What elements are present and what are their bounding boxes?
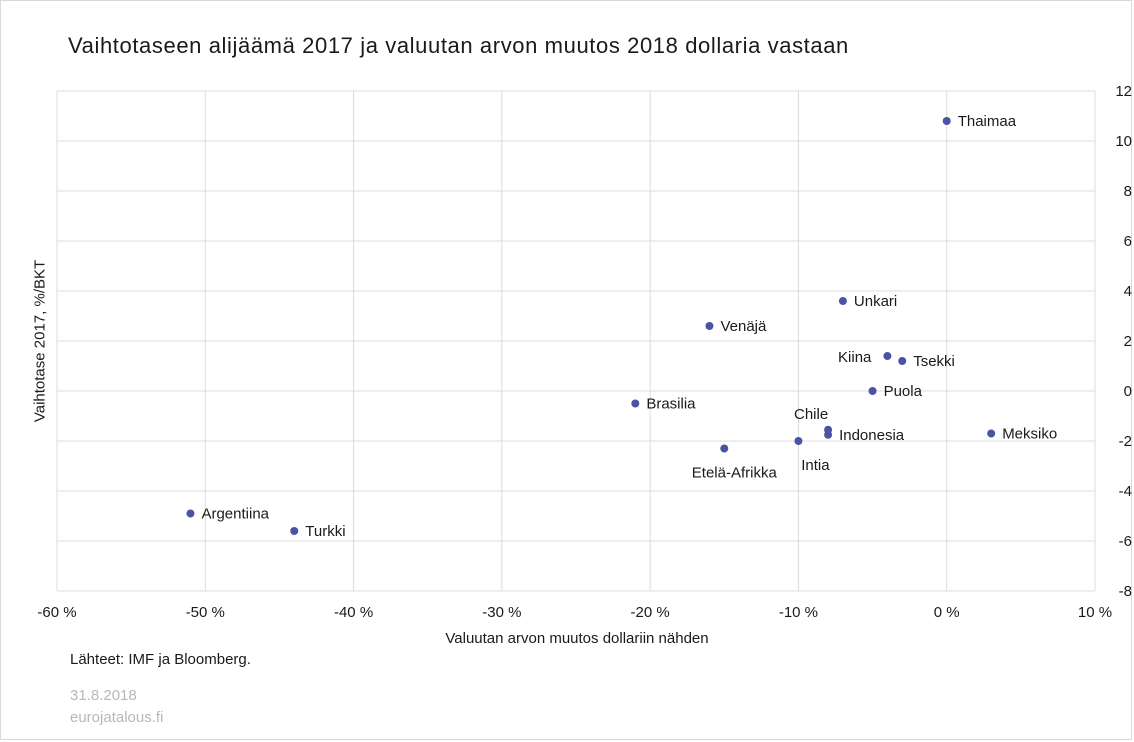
x-tick-label: -60 %	[37, 604, 76, 621]
data-point-label: Puola	[884, 383, 923, 400]
data-point	[720, 444, 729, 453]
data-point	[838, 297, 847, 305]
y-tick-label: 4	[1124, 283, 1132, 300]
site-name: eurojatalous.fi	[70, 709, 164, 726]
y-tick-label: -4	[1119, 483, 1132, 500]
y-tick-label: -2	[1119, 433, 1132, 450]
data-point	[868, 387, 877, 395]
data-point	[794, 437, 803, 445]
gridlines	[56, 90, 1096, 592]
data-point-label: Tsekki	[913, 353, 955, 370]
x-tick-label: -10 %	[779, 604, 818, 621]
x-tick-label: -40 %	[334, 604, 373, 621]
data-point	[290, 527, 299, 535]
data-point-label: Intia	[801, 457, 830, 474]
data-point-label: Venäjä	[720, 318, 767, 335]
y-axis-label: Vaihtotase 2017, %/BKT	[31, 259, 49, 423]
data-points: Thaimaa Unkari Venäjä Kiina Tsekki Puola Brasi…	[186, 113, 1057, 540]
data-point	[898, 357, 907, 365]
data-point	[942, 117, 951, 125]
date-stamp: 31.8.2018	[70, 687, 137, 704]
y-tick-label: 0	[1124, 383, 1132, 400]
chart-title: Vaihtotaseen alijäämä 2017 ja valuutan a…	[68, 33, 849, 58]
x-axis-label: Valuutan arvon muutos dollariin nähden	[445, 630, 709, 647]
data-point	[883, 352, 892, 360]
data-point-label: Chile	[794, 406, 828, 423]
x-tick-label: 0 %	[934, 604, 960, 621]
data-point-label: Unkari	[854, 293, 897, 310]
y-tick-label: 6	[1124, 233, 1132, 250]
data-point-label: Turkki	[305, 523, 345, 540]
data-point-label: Etelä-Afrikka	[692, 465, 778, 482]
y-tick-label: -6	[1119, 533, 1132, 550]
x-tick-label: 10 %	[1078, 604, 1112, 621]
data-point-label: Brasilia	[646, 396, 696, 413]
data-point-label: Meksiko	[1002, 426, 1057, 443]
data-point	[631, 399, 640, 408]
data-point	[987, 429, 996, 438]
data-point-label: Indonesia	[839, 427, 905, 444]
x-tick-label: -50 %	[186, 604, 225, 621]
y-tick-label: 12	[1115, 83, 1132, 100]
data-point-label: Kiina	[838, 349, 872, 366]
y-axis-ticks: -8 -6 -4 -2 0 2 4 6 8 10 12	[1115, 83, 1132, 600]
source-note: Lähteet: IMF ja Bloomberg.	[70, 651, 251, 668]
x-tick-label: -30 %	[482, 604, 521, 621]
data-point	[705, 322, 714, 330]
data-point-label: Thaimaa	[958, 113, 1017, 130]
x-axis-ticks: -60 % -50 % -40 % -30 % -20 % -10 % 0 % 10 %	[37, 604, 1112, 621]
y-tick-label: 8	[1124, 183, 1132, 200]
data-point	[824, 430, 833, 439]
x-tick-label: -20 %	[631, 604, 670, 621]
data-point-label: Argentiina	[201, 506, 269, 523]
y-tick-label: 2	[1124, 333, 1132, 350]
y-tick-label: 10	[1115, 133, 1132, 150]
y-tick-label: -8	[1119, 583, 1132, 600]
data-point	[186, 509, 195, 518]
